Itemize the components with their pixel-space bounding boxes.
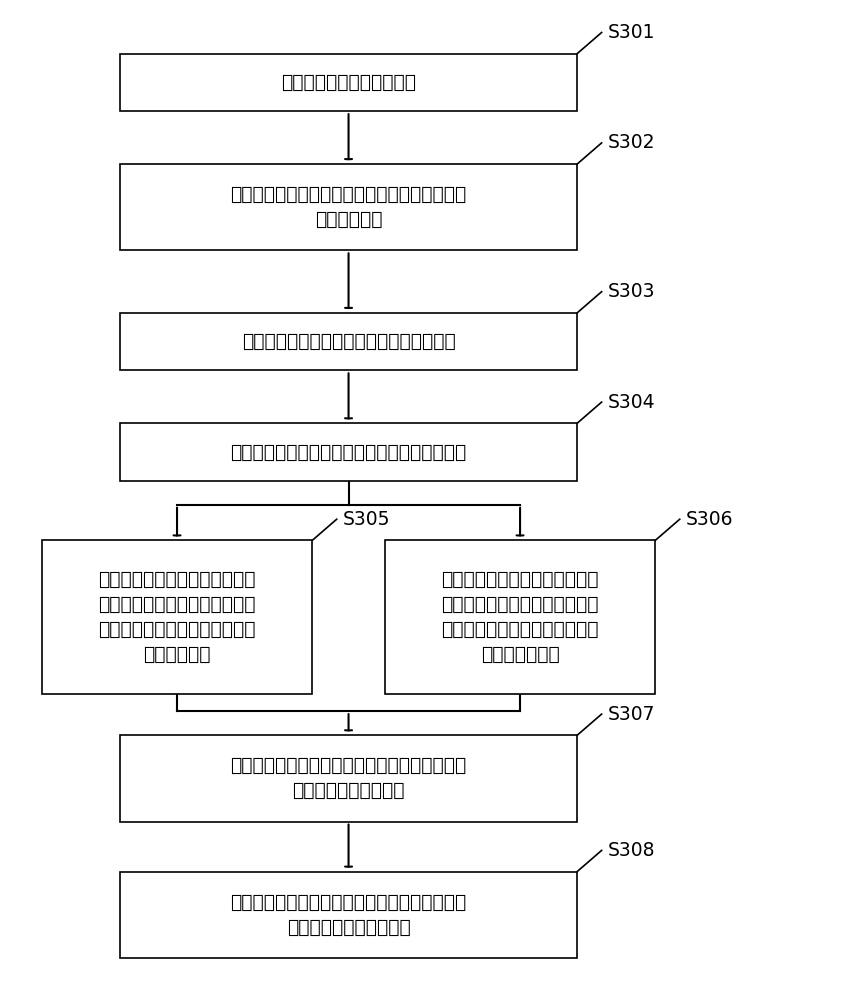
Text: 获取电池对应的预存电阻值: 获取电池对应的预存电阻值 xyxy=(281,73,416,92)
Text: 当所述电池放电结束且所述当前
电量值大于空格电量时，确定所
述电池状态信息和所述当前电量
值匹配不一致: 当所述电池放电结束且所述当前 电量值大于空格电量时，确定所 述电池状态信息和所述… xyxy=(98,570,256,664)
Bar xyxy=(120,872,578,958)
Text: S301: S301 xyxy=(608,23,656,42)
Text: S302: S302 xyxy=(608,133,656,152)
Text: S307: S307 xyxy=(608,705,656,724)
Text: 当所述电池放电未结束且所述当
前电量值等于空格电量时，确定
所述电池状态信息和所述当前电
量值匹配不一致: 当所述电池放电未结束且所述当 前电量值等于空格电量时，确定 所述电池状态信息和所… xyxy=(441,570,599,664)
Bar xyxy=(385,540,656,694)
Text: S308: S308 xyxy=(608,841,656,860)
Bar xyxy=(120,164,578,250)
Bar xyxy=(120,313,578,370)
Text: 当所述电池状态信息和所述当前电量值匹配不一
致时，计算当前电阻值: 当所述电池状态信息和所述当前电量值匹配不一 致时，计算当前电阻值 xyxy=(230,756,467,800)
Text: S304: S304 xyxy=(608,393,656,412)
Bar xyxy=(42,540,313,694)
Text: S303: S303 xyxy=(608,282,656,301)
Text: 采用所述当前电阻值更新所述预存电阻值，用以
对电池的电量值进行校准: 采用所述当前电阻值更新所述预存电阻值，用以 对电池的电量值进行校准 xyxy=(230,893,467,937)
Bar xyxy=(120,423,578,481)
Bar xyxy=(120,735,578,822)
Text: S306: S306 xyxy=(686,510,734,529)
Text: 检测到所述电池开始放电时，获取所述电池的初
始放电电量值: 检测到所述电池开始放电时，获取所述电池的初 始放电电量值 xyxy=(230,185,467,229)
Text: S305: S305 xyxy=(343,510,390,529)
Text: 检测所述电池的电池状态信息和当前电量值: 检测所述电池的电池状态信息和当前电量值 xyxy=(241,332,456,351)
Bar xyxy=(120,54,578,111)
Text: 将所述电池状态信息和所述当前电量值进行匹配: 将所述电池状态信息和所述当前电量值进行匹配 xyxy=(230,442,467,462)
